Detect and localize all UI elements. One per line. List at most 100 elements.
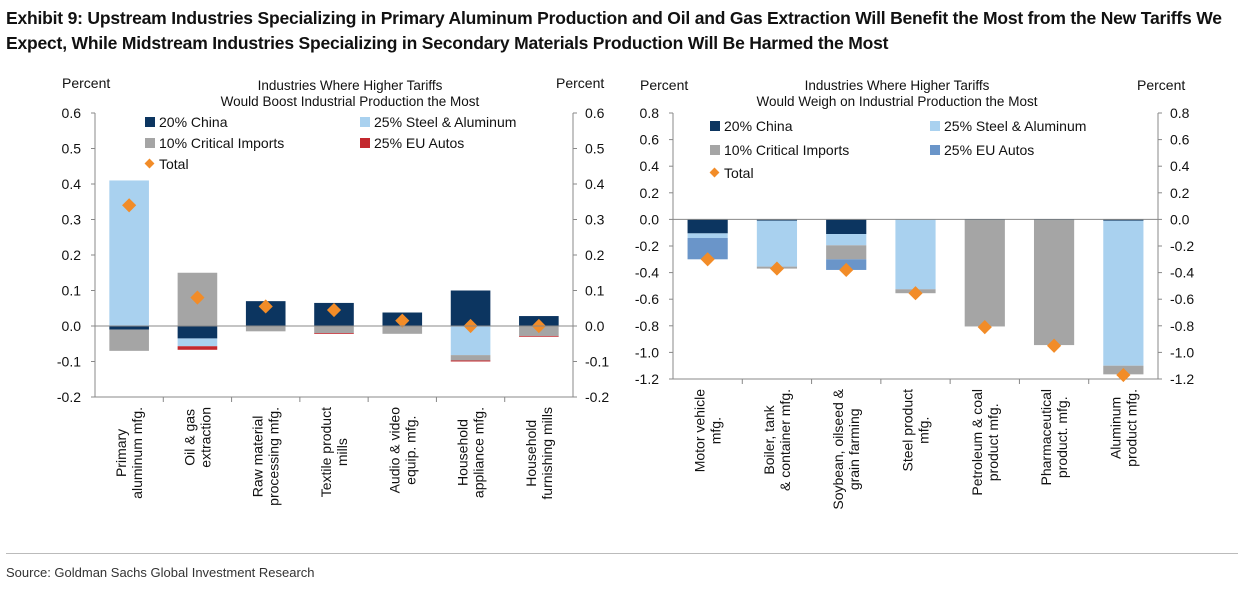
y-tick-label-right: -0.8 <box>1170 318 1194 334</box>
y-tick-label-right: 0.0 <box>1170 211 1190 227</box>
y-tick-label-right: 0.4 <box>585 176 605 192</box>
y-tick-label-right: -0.1 <box>585 354 609 370</box>
legend-diamond <box>709 167 720 178</box>
bar-25-eu-autos <box>450 360 491 362</box>
x-tick-label-line: Textile product <box>318 407 334 497</box>
y-tick-label-left: -1.2 <box>635 371 659 387</box>
y-tick-label-right: -1.2 <box>1170 371 1194 387</box>
y-tick-label-left: -0.8 <box>635 318 659 334</box>
y-axis-label-right: Percent <box>1137 77 1185 93</box>
y-tick-label-left: 0.4 <box>62 176 82 192</box>
legend-label: 25% Steel & Aluminum <box>374 114 516 130</box>
x-tick-label-line: Primary <box>113 429 129 477</box>
bar-25-eu-autos <box>314 333 354 334</box>
x-tick-label-line: Household <box>523 420 539 487</box>
y-tick-label-left: 0.8 <box>640 105 660 121</box>
x-tick-label-line: processing mfg. <box>266 407 282 506</box>
bar-10-critical-imports <box>109 329 149 351</box>
x-tick-label-line: Petroleum & coal <box>969 389 985 496</box>
y-tick-label-left: -0.2 <box>635 238 659 254</box>
total-marker <box>839 262 854 278</box>
bar-20-china <box>1103 219 1144 221</box>
legend-diamond <box>144 158 155 169</box>
bar-20-china <box>687 219 728 234</box>
bar-20-china <box>177 326 218 339</box>
x-tick-label-line: extraction <box>197 407 213 468</box>
y-tick-label-right: 0.1 <box>585 283 605 299</box>
x-tick-label: Oil & gas extraction <box>181 407 213 468</box>
x-tick-label: Soybean, oilseed & grain farming <box>830 388 862 509</box>
bar-25-eu-autos <box>177 346 218 350</box>
x-tick-label: Household appliance mfg. <box>455 407 487 498</box>
legend-label: 25% EU Autos <box>944 142 1034 158</box>
x-tick-label-line: Boiler, tank <box>761 404 777 474</box>
legend-swatch <box>710 121 720 131</box>
legend-label: 20% China <box>724 118 793 134</box>
bar-25-steel-aluminum <box>756 220 798 267</box>
y-tick-label-left: -0.4 <box>635 265 659 281</box>
x-tick-label-line: Pharmaceutical <box>1038 389 1054 486</box>
y-tick-label-left: -0.1 <box>57 354 81 370</box>
y-tick-label-right: 0.8 <box>1170 105 1190 121</box>
y-tick-label-left: 0.0 <box>62 318 82 334</box>
y-tick-label-left: -0.6 <box>635 291 659 307</box>
x-tick-label-line: mfg. <box>708 417 724 444</box>
x-tick-label-line: Soybean, oilseed & <box>830 388 846 509</box>
bar-25-steel-aluminum <box>177 338 218 347</box>
x-tick-label-line: Motor vehicle <box>692 389 708 472</box>
total-marker <box>122 198 137 213</box>
x-tick-label: Aluminum product mfg. <box>1107 389 1139 467</box>
bar-25-steel-aluminum <box>826 234 867 246</box>
y-tick-label-right: 0.3 <box>585 212 605 228</box>
y-axis-label-left: Percent <box>640 77 688 93</box>
x-tick-label-line: Oil & gas <box>181 409 197 466</box>
legend-swatch <box>710 145 720 155</box>
total-marker <box>258 299 273 314</box>
legend-label: 25% Steel & Aluminum <box>944 118 1086 134</box>
bar-10-critical-imports <box>314 326 354 334</box>
x-tick-label-line: & container mfg. <box>777 389 793 491</box>
y-axis-label-right: Percent <box>556 75 604 91</box>
legend-label: 20% China <box>159 114 228 130</box>
x-tick-label-line: Aluminum <box>1107 397 1123 459</box>
x-tick-label-line: Steel product <box>900 389 916 472</box>
bar-25-steel-aluminum <box>895 219 936 290</box>
legend-label: Total <box>724 165 754 181</box>
y-tick-label-left: 0.5 <box>62 141 82 157</box>
y-axis-label-left: Percent <box>62 75 110 91</box>
x-tick-label-line: aluminum mfg. <box>129 407 145 499</box>
bar-10-critical-imports <box>450 355 491 361</box>
legend-label: 10% Critical Imports <box>724 142 849 158</box>
chart-2: 0.8 0.8 0.6 0.6 0.4 0.4 0.2 0.2 0.0 0.0 -0.2 -0.2 -0… <box>635 77 1194 510</box>
y-tick-label-left: 0.6 <box>62 105 82 121</box>
x-tick-label-line: equip. mfg. <box>402 416 418 485</box>
total-marker <box>769 261 784 276</box>
x-tick-label: Raw material processing mfg. <box>250 407 282 506</box>
bar-10-critical-imports <box>382 326 423 334</box>
y-tick-label-left: -0.2 <box>57 389 81 405</box>
bar-25-steel-aluminum <box>687 233 728 239</box>
x-tick-label-line: grain farming <box>846 408 862 490</box>
y-tick-label-right: -0.2 <box>1170 238 1194 254</box>
y-tick-label-right: -1.0 <box>1170 344 1194 360</box>
chart-title: Industries Where Higher Tariffs <box>258 78 443 93</box>
y-tick-label-right: 0.0 <box>585 318 605 334</box>
legend-swatch <box>360 117 370 127</box>
total-marker <box>977 320 992 335</box>
legend-swatch <box>930 121 940 131</box>
y-tick-label-right: -0.6 <box>1170 291 1194 307</box>
legend-label: 25% EU Autos <box>374 135 464 151</box>
divider <box>6 553 1238 554</box>
legend-label: Total <box>159 156 189 172</box>
total-marker <box>700 252 715 267</box>
x-tick-label-line: appliance mfg. <box>471 407 487 498</box>
bar-25-eu-autos <box>687 238 728 260</box>
y-tick-label-right: 0.2 <box>585 247 605 263</box>
x-tick-label: Petroleum & coal product mfg. <box>969 389 1001 496</box>
total-marker <box>190 290 205 305</box>
y-tick-label-left: 0.4 <box>640 158 660 174</box>
x-tick-label: Audio & video equip. mfg. <box>386 407 418 494</box>
legend-label: 10% Critical Imports <box>159 135 284 151</box>
x-tick-label-line: product. mfg. <box>1054 396 1070 478</box>
